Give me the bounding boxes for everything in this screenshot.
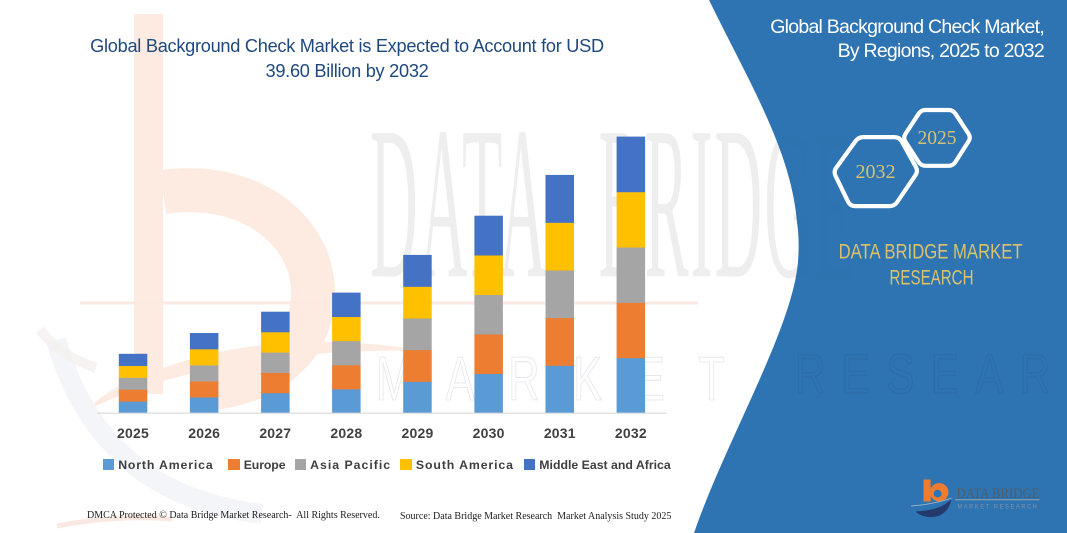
svg-text:RESEARCH: RESEARCH: [890, 267, 974, 290]
svg-text:DATA BRIDGE: DATA BRIDGE: [957, 486, 1040, 502]
svg-text:Global Background Check Market: Global Background Check Market,: [770, 16, 1044, 38]
svg-text:2029: 2029: [402, 425, 434, 441]
svg-text:2032: 2032: [615, 425, 647, 441]
svg-text:MARKET RESEARCH: MARKET RESEARCH: [958, 504, 1039, 511]
svg-text:DATA BRIDGE: DATA BRIDGE: [370, 85, 856, 327]
svg-text:2031: 2031: [544, 425, 576, 441]
svg-text:2026: 2026: [188, 425, 220, 441]
svg-text:2027: 2027: [259, 425, 291, 441]
svg-text:RESEARCH: RESEARCH: [795, 343, 1067, 405]
svg-text:2028: 2028: [330, 425, 362, 441]
svg-text:2030: 2030: [473, 425, 505, 441]
svg-text:2032: 2032: [856, 161, 896, 183]
svg-text:2025: 2025: [117, 425, 149, 441]
svg-text:DATA BRIDGE MARKET: DATA BRIDGE MARKET: [839, 241, 1023, 264]
svg-text:By Regions, 2025 to 2032: By Regions, 2025 to 2032: [838, 40, 1044, 62]
svg-text:2025: 2025: [918, 128, 957, 149]
